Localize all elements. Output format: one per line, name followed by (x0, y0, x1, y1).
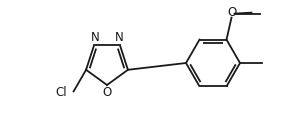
Text: Cl: Cl (55, 86, 67, 99)
Text: N: N (115, 31, 123, 44)
Text: N: N (91, 31, 99, 44)
Text: O: O (102, 86, 112, 99)
Text: O: O (227, 6, 236, 19)
